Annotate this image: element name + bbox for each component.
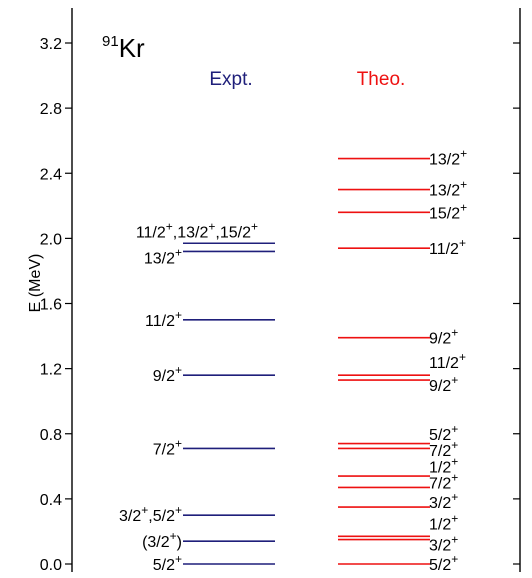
- expt-level-label: 13/2+​: [144, 245, 182, 267]
- theo-level-label: 13/2+​: [429, 147, 467, 169]
- y-tick-label: 2.8: [40, 101, 62, 118]
- nucleus-title: 91Kr: [102, 33, 145, 63]
- y-tick-label: 3.2: [40, 36, 62, 53]
- y-tick-label: 0.0: [40, 557, 62, 574]
- y-axis-label: E (MeV): [27, 254, 44, 313]
- y-tick-label: 1.2: [40, 362, 62, 379]
- theo-level-label: 9/2+​: [429, 326, 458, 348]
- y-tick-label: 2.4: [40, 166, 62, 183]
- theo-column-title: Theo.: [357, 69, 406, 90]
- theo-level-label: 1/2+​: [429, 511, 458, 533]
- y-tick-label: 2.0: [40, 231, 62, 248]
- theo-level-label: 11/2+​: [429, 236, 466, 258]
- y-tick-label: 0.4: [40, 492, 62, 509]
- theo-level-label: 1/2+​: [429, 454, 458, 476]
- theo-level-label: 5/2+​: [429, 552, 458, 574]
- expt-level-label: 3/2+​,5/2+​: [119, 503, 182, 525]
- level-marks: [183, 157, 430, 565]
- nucleus-symbol: Kr: [119, 33, 145, 63]
- y-tick-label: 1.6: [40, 297, 62, 314]
- expt-level-label: (3/2+​): [142, 529, 182, 551]
- y-tick-label: 0.8: [40, 427, 62, 444]
- theo-level-label: 7/2+​: [429, 471, 458, 493]
- expt-level-label: 5/2+​: [153, 552, 182, 574]
- expt-level-label: 11/2+​,13/2+​,15/2+​: [136, 219, 258, 241]
- y-ticks: 0.0 0.4 0.8 1.2 1.6 2.0 2.4 2.8 3.2: [40, 36, 520, 574]
- theo-level-label: 7/2+​: [429, 438, 458, 460]
- plot-frame: [71, 8, 521, 572]
- theo-level-label: 3/2+​: [429, 532, 458, 554]
- expt-level-label: 9/2+​: [153, 363, 182, 385]
- theo-level-label: 11/2+​: [429, 350, 466, 372]
- theo-level-label: 9/2+​: [429, 373, 458, 395]
- nucleus-mass: 91: [102, 33, 119, 50]
- theo-level-label: 13/2+​: [429, 178, 467, 200]
- expt-column-title: Expt.: [209, 69, 252, 90]
- expt-level-label: 7/2+​: [153, 436, 182, 458]
- theo-level-label: 5/2+​: [429, 422, 458, 444]
- expt-level-label: 11/2+​: [145, 308, 182, 330]
- level-labels: 5/2+​(3/2+​)3/2+​,5/2+​7/2+​9/2+​11/2+​1…: [119, 147, 467, 574]
- theo-level-label: 3/2+​: [429, 490, 458, 512]
- theo-level-label: 15/2+​: [429, 200, 467, 222]
